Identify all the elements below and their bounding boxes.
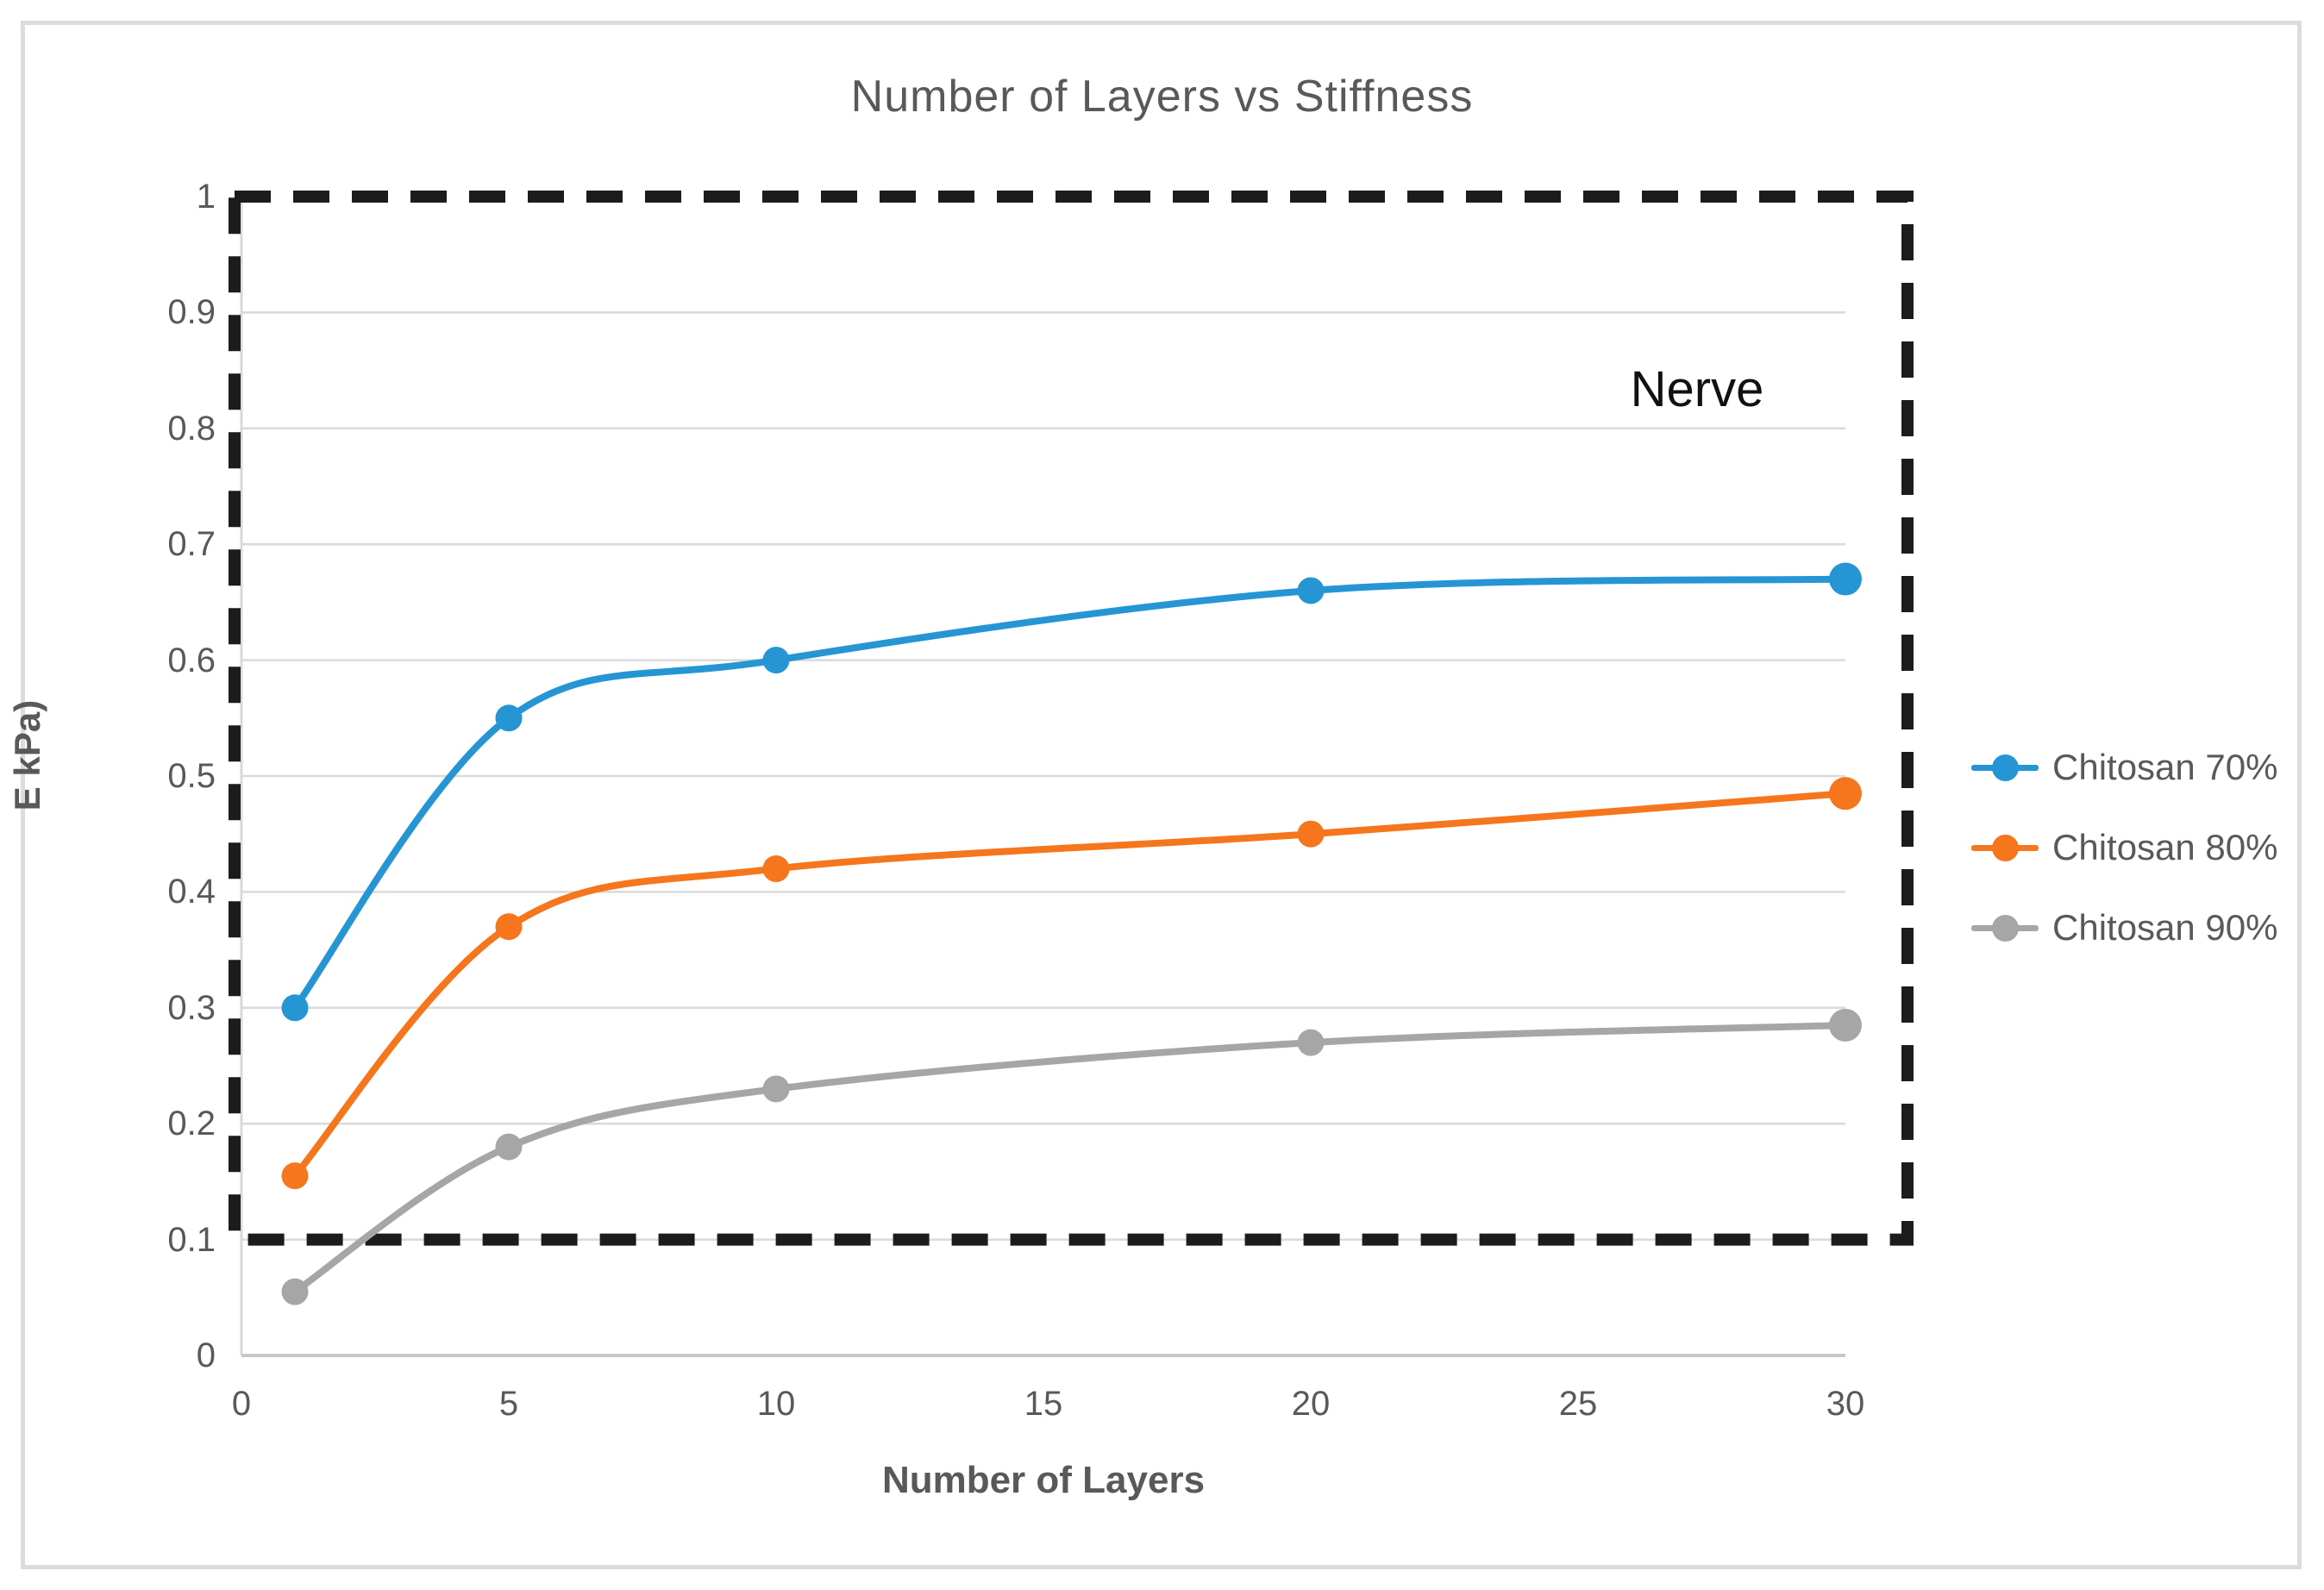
series-marker-chitosan-90	[1297, 1029, 1325, 1056]
x-tick-label: 5	[498, 1385, 519, 1423]
legend-line-marker-icon	[1971, 914, 2039, 942]
series-marker-chitosan-90	[1829, 1008, 1862, 1042]
y-tick-label: 0.3	[167, 988, 216, 1027]
series-marker-chitosan-80	[495, 913, 523, 941]
series-marker-chitosan-70	[281, 994, 309, 1022]
series-marker-chitosan-70	[495, 704, 523, 732]
y-tick-label: 0.7	[167, 525, 216, 564]
series-marker-chitosan-90	[281, 1278, 309, 1305]
y-tick-label: 0.4	[167, 873, 216, 911]
y-tick-label: 0.2	[167, 1105, 216, 1143]
annotation-nerve-label: Nerve	[1630, 361, 1764, 417]
series-marker-chitosan-80	[1297, 820, 1325, 848]
series-marker-chitosan-70	[1297, 577, 1325, 604]
legend-label: Chitosan 80%	[2052, 827, 2278, 867]
y-tick-label: 0.5	[167, 757, 216, 795]
y-tick-label: 0.6	[167, 641, 216, 679]
series-marker-chitosan-90	[495, 1133, 523, 1161]
y-tick-label: 0.8	[167, 409, 216, 448]
y-tick-label: 0.9	[167, 293, 216, 332]
series-marker-chitosan-80	[281, 1162, 309, 1190]
y-tick-label: 0	[196, 1336, 216, 1374]
series-marker-chitosan-90	[762, 1075, 790, 1103]
x-axis-title: Number of Layers	[881, 1459, 1206, 1501]
series-line-chitosan-90	[291, 1021, 1849, 1296]
chart-title: Number of Layers vs Stiffness	[850, 72, 1474, 122]
series-line-chitosan-80	[291, 790, 1849, 1180]
series-marker-chitosan-70	[1829, 562, 1862, 596]
legend-item-chitosan-80: Chitosan 80%	[1971, 822, 2278, 873]
chart-border-frame	[21, 21, 2302, 1569]
series-line-chitosan-70	[291, 575, 1849, 1011]
legend-label: Chitosan 90%	[2052, 907, 2278, 948]
x-tick-label: 25	[1558, 1385, 1598, 1423]
annotation-dashed-box	[229, 191, 1914, 1246]
series-marker-chitosan-80	[762, 855, 790, 883]
legend-item-chitosan-70: Chitosan 70%	[1971, 742, 2278, 793]
x-tick-label: 0	[231, 1385, 252, 1423]
series-marker-chitosan-80	[1829, 777, 1862, 811]
legend-item-chitosan-90: Chitosan 90%	[1971, 902, 2278, 954]
legend-line-marker-icon	[1971, 834, 2039, 861]
legend-label: Chitosan 70%	[2052, 747, 2278, 787]
series-marker-chitosan-70	[762, 647, 790, 674]
x-tick-label: 30	[1826, 1385, 1865, 1423]
y-tick-label: 1	[196, 178, 216, 216]
y-axis-title: E kPa)	[7, 699, 47, 811]
legend-line-marker-icon	[1971, 754, 2039, 781]
x-tick-label: 20	[1291, 1385, 1331, 1423]
x-tick-label: 10	[756, 1385, 796, 1423]
x-tick-label: 15	[1024, 1385, 1063, 1423]
y-tick-label: 0.1	[167, 1220, 216, 1259]
